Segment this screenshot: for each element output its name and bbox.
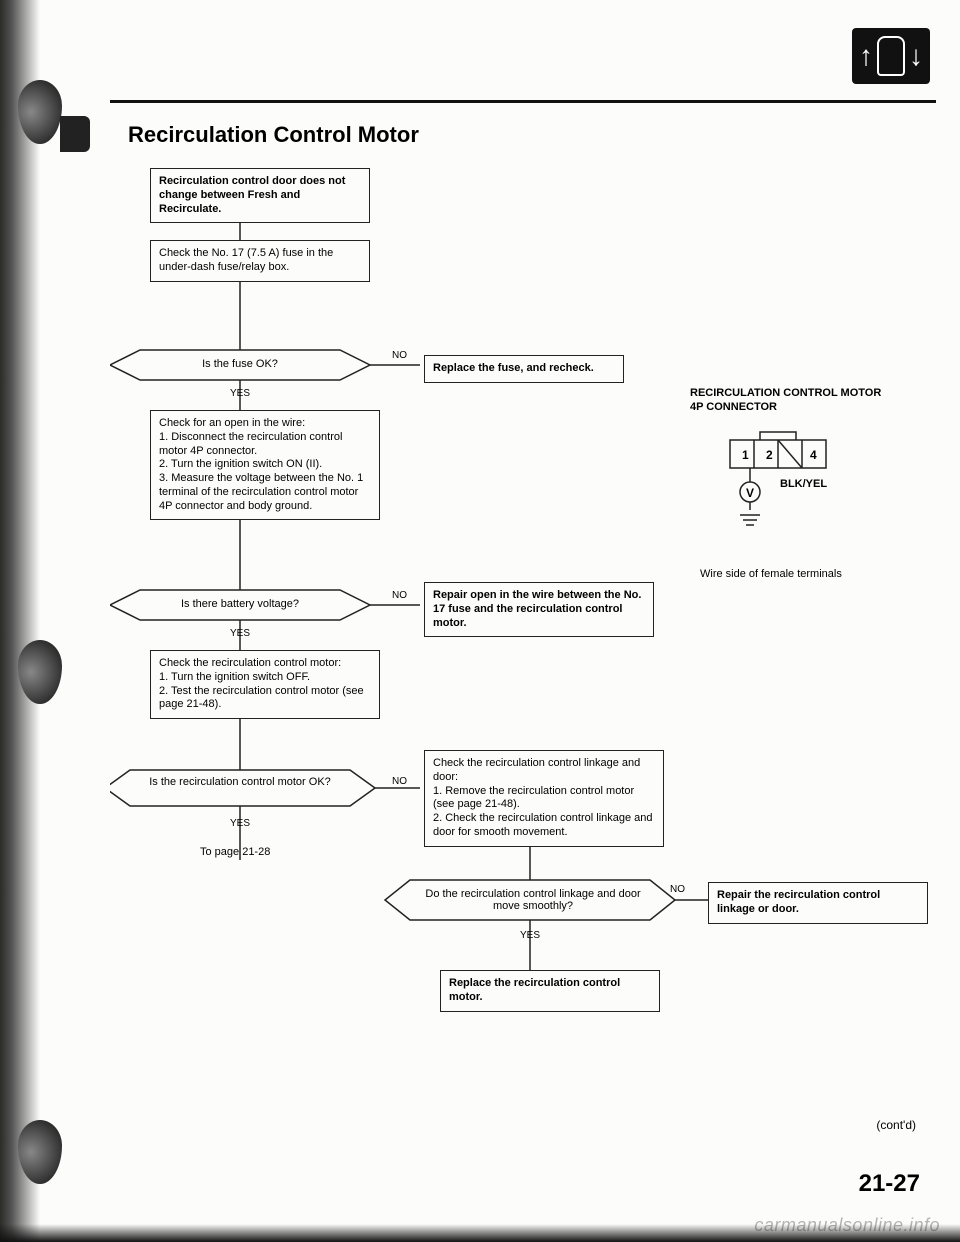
contd-label: (cont'd) — [876, 1118, 916, 1132]
symptom-box: Recirculation control door does not chan… — [150, 168, 370, 223]
corner-icon: ↑ ↓ — [852, 28, 930, 84]
bottom-shadow — [0, 1224, 960, 1242]
svg-text:V: V — [746, 486, 754, 500]
repair-linkage-box: Repair the recirculation control linkage… — [708, 882, 928, 924]
yes-label: YES — [230, 818, 250, 829]
arrow-up-icon: ↑ — [859, 42, 873, 70]
no-label: NO — [392, 776, 407, 787]
repair-open-wire-box: Repair open in the wire between the No. … — [424, 582, 654, 637]
to-page-label: To page 21-28 — [200, 846, 270, 860]
check-linkage-box: Check the recirculation control linkage … — [424, 750, 664, 847]
no-label: NO — [392, 590, 407, 601]
side-tab-icon — [60, 116, 90, 152]
check-open-wire-box: Check for an open in the wire: 1. Discon… — [150, 410, 380, 520]
check-fuse-box: Check the No. 17 (7.5 A) fuse in the und… — [150, 240, 370, 282]
binding-lump — [18, 1120, 62, 1184]
battery-voltage-diamond: Is there battery voltage? — [150, 598, 330, 610]
motor-ok-diamond: Is the recirculation control motor OK? — [140, 776, 340, 788]
replace-motor-box: Replace the recirculation control motor. — [440, 970, 660, 1012]
yes-label: YES — [520, 930, 540, 941]
check-motor-box: Check the recirculation control motor: 1… — [150, 650, 380, 719]
horizontal-rule — [110, 100, 936, 103]
svg-text:4: 4 — [810, 448, 817, 462]
no-label: NO — [670, 884, 685, 895]
capsule-icon — [877, 36, 905, 76]
yes-label: YES — [230, 628, 250, 639]
connector-caption: Wire side of female terminals — [700, 568, 842, 580]
connector-diagram: 1 2 4 V — [710, 420, 850, 560]
svg-text:2: 2 — [766, 448, 773, 462]
yes-label: YES — [230, 388, 250, 399]
fuse-ok-diamond: Is the fuse OK? — [150, 358, 330, 370]
scan-shadow — [0, 0, 40, 1242]
no-label: NO — [392, 350, 407, 361]
page-number: 21-27 — [859, 1170, 920, 1198]
wire-color-label: BLK/YEL — [780, 478, 827, 490]
linkage-ok-diamond: Do the recirculation control linkage and… — [418, 888, 648, 912]
binding-lump — [18, 640, 62, 704]
connector-title: RECIRCULATION CONTROL MOTOR 4P CONNECTOR — [690, 386, 881, 415]
arrow-down-icon: ↓ — [909, 42, 923, 70]
replace-fuse-box: Replace the fuse, and recheck. — [424, 355, 624, 383]
page-title: Recirculation Control Motor — [128, 122, 419, 148]
binding-lump — [18, 80, 62, 144]
svg-text:1: 1 — [742, 448, 749, 462]
